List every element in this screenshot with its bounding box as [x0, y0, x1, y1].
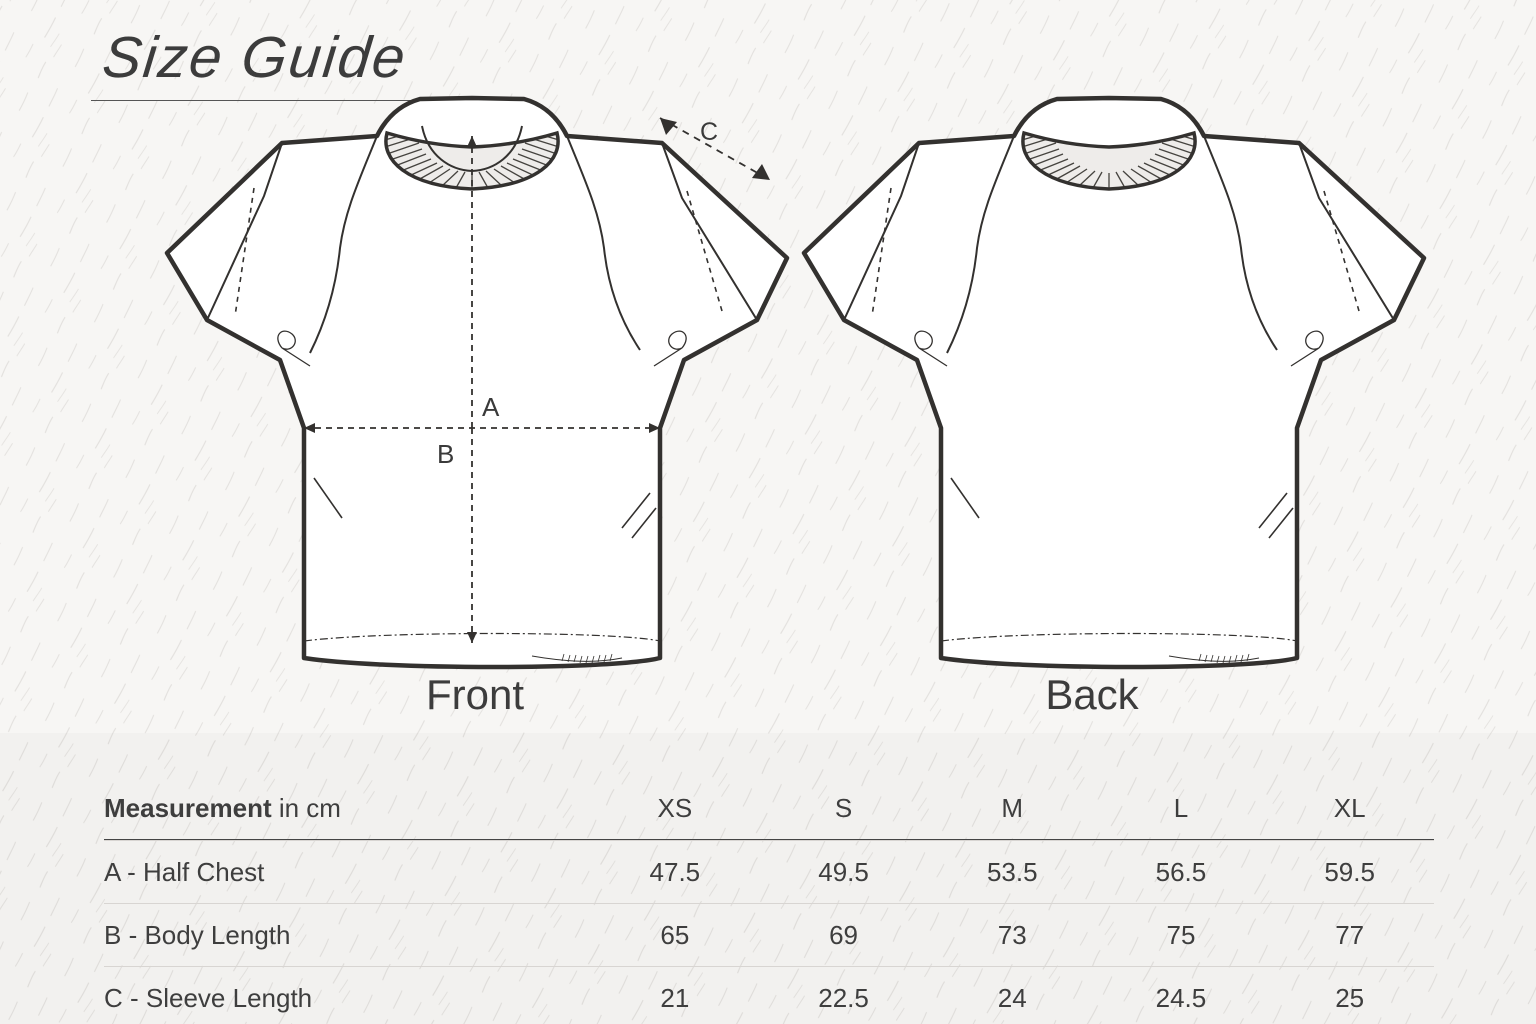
svg-text:C: C: [700, 118, 718, 146]
svg-text:B: B: [437, 439, 454, 469]
svg-text:A: A: [482, 392, 500, 422]
